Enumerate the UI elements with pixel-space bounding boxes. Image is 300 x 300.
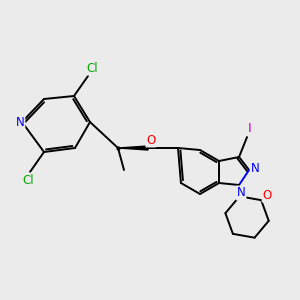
Text: I: I (248, 122, 252, 136)
Text: N: N (16, 116, 24, 128)
Text: N: N (251, 163, 260, 176)
Polygon shape (118, 146, 148, 150)
Text: O: O (146, 134, 156, 146)
Text: N: N (237, 187, 245, 200)
Text: O: O (262, 189, 272, 202)
Text: Cl: Cl (22, 173, 34, 187)
Text: Cl: Cl (86, 61, 98, 74)
